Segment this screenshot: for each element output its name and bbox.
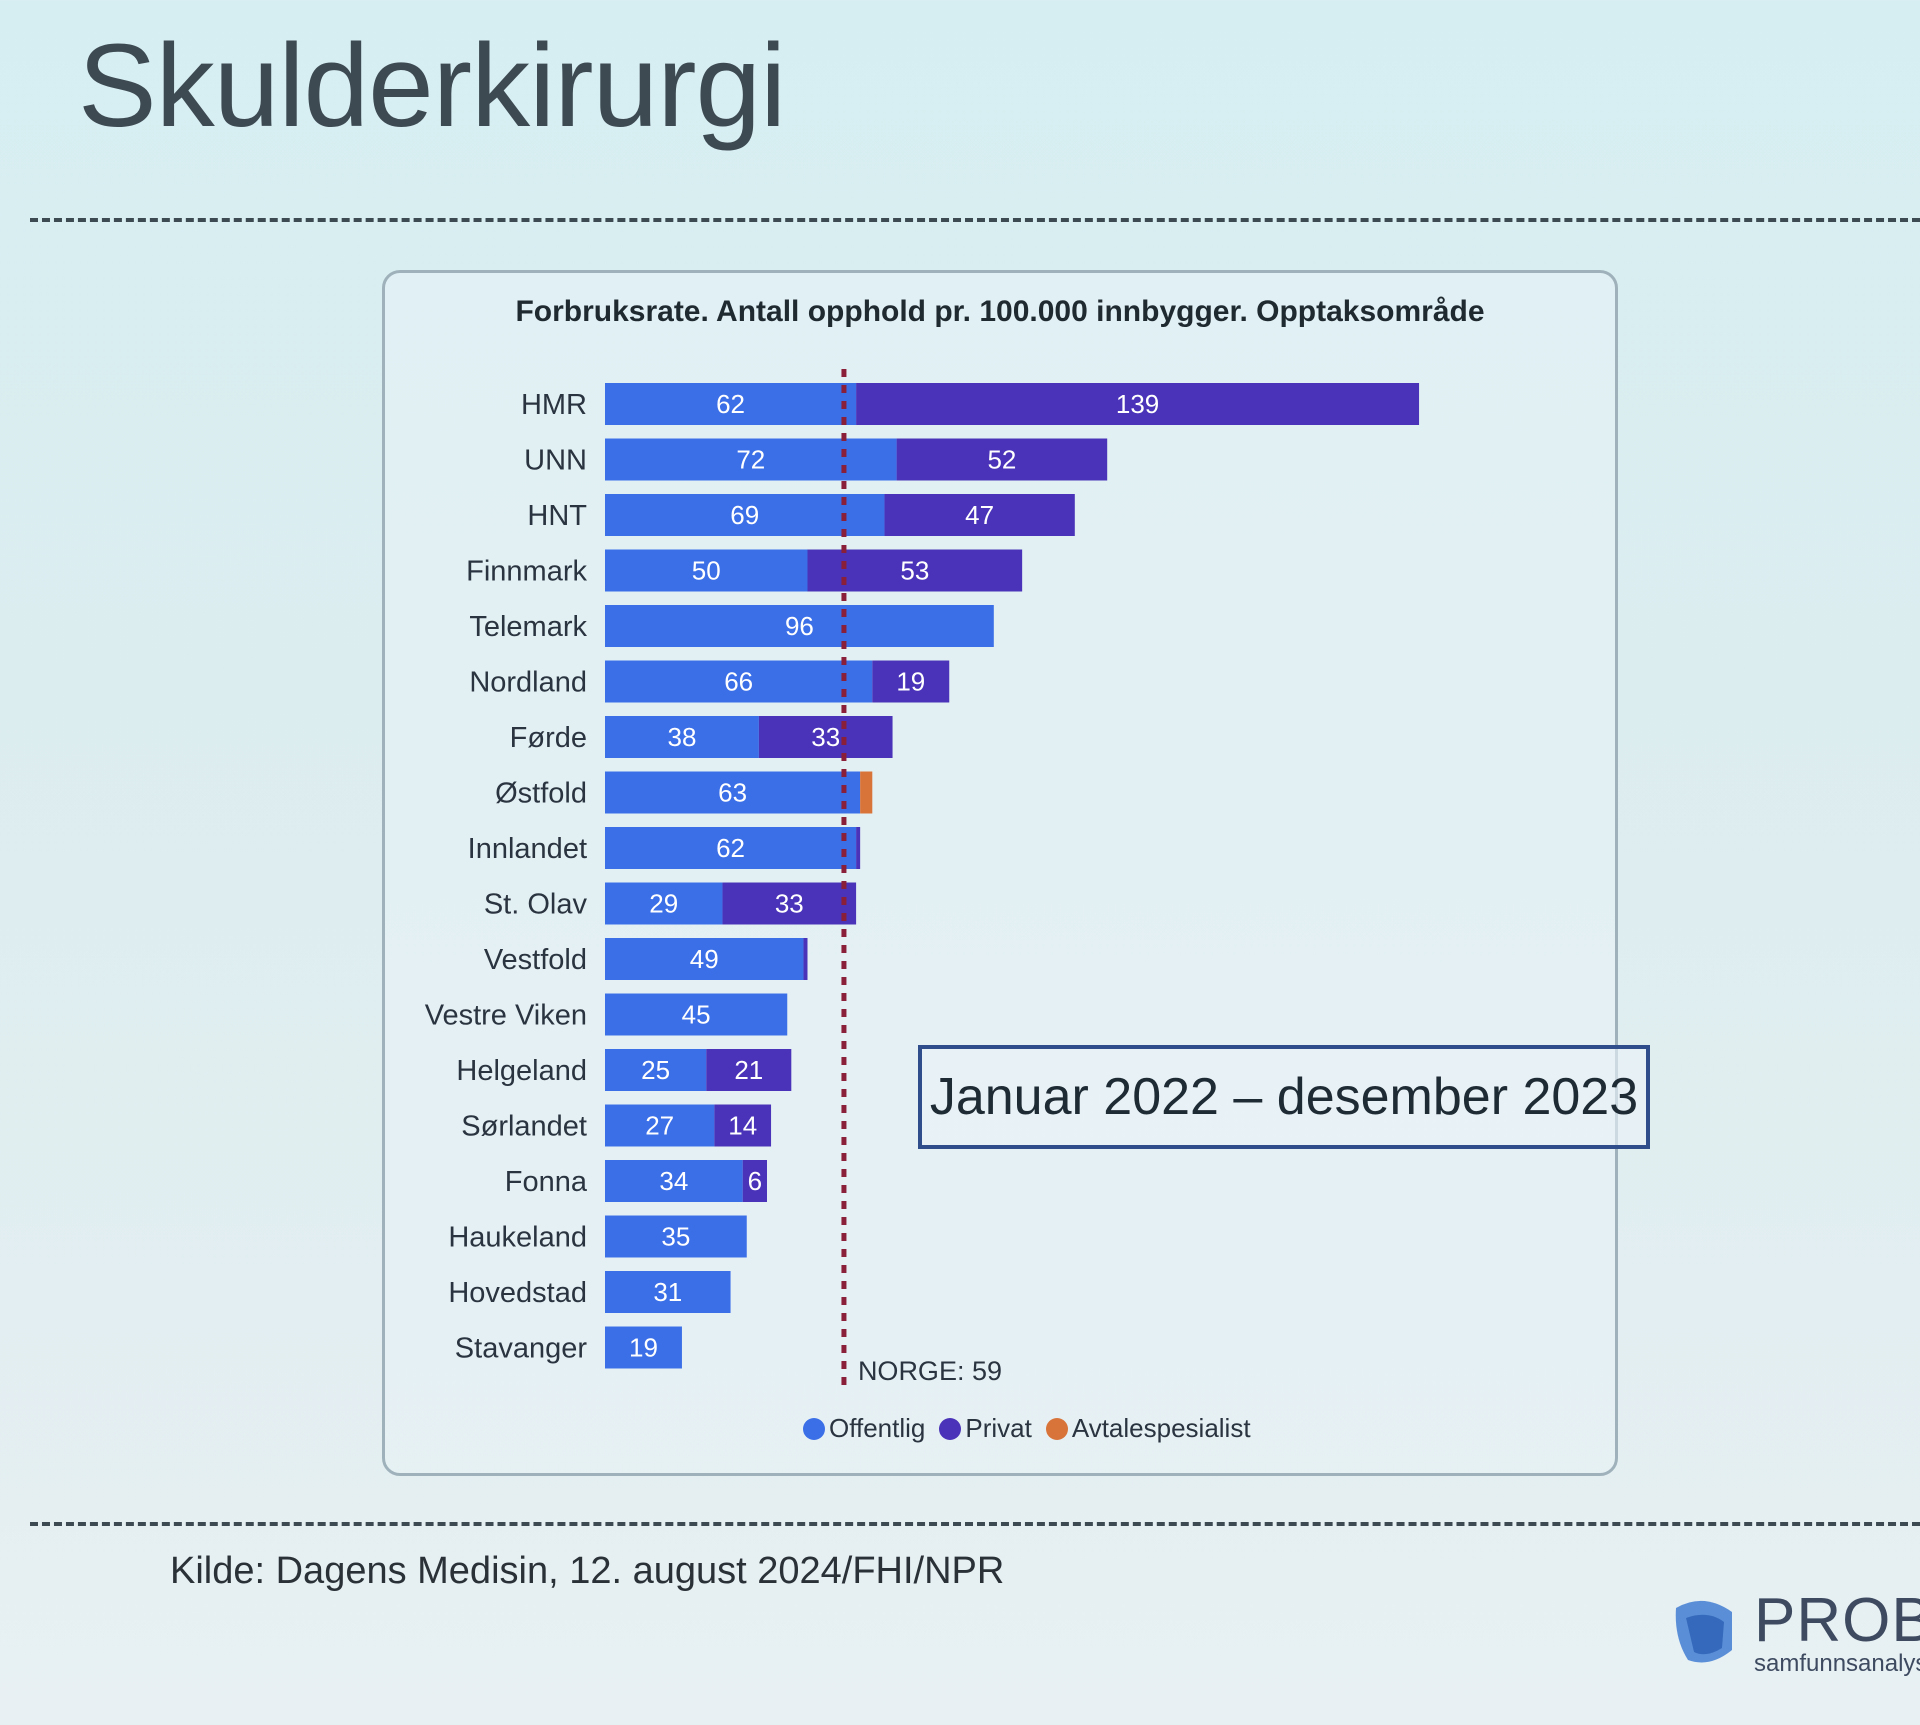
bar-segment-offentlig	[605, 660, 873, 703]
period-box: Januar 2022 – desember 2023	[918, 1045, 1650, 1149]
bar-segment-privat	[803, 938, 808, 980]
category-label: UNN	[524, 445, 587, 477]
bar-segment-offentlig	[605, 383, 857, 425]
legend-swatch-avtalespesialist	[1045, 1417, 1068, 1440]
bar-segment-offentlig	[605, 938, 804, 980]
category-label: Førde	[510, 722, 587, 754]
data-label: 21	[734, 1055, 763, 1085]
bar-segment-privat	[856, 827, 861, 869]
category-label: Vestfold	[484, 944, 587, 976]
data-label: 33	[811, 722, 840, 752]
bar-segment-privat	[896, 438, 1108, 481]
bar-segment-offentlig	[605, 1271, 731, 1313]
bar-segment-privat	[706, 1049, 792, 1091]
category-label: Sørlandet	[461, 1111, 587, 1143]
bar-segment-offentlig	[605, 993, 788, 1036]
chart-legend: Offentlig Privat Avtalespesialist	[803, 1413, 1251, 1444]
data-label: 27	[645, 1111, 674, 1141]
bar-segment-privat	[856, 383, 1420, 425]
bar-segment-offentlig	[605, 605, 994, 647]
bar-segment-offentlig	[605, 494, 885, 536]
proba-logo-icon	[1675, 1600, 1732, 1663]
data-label: 19	[896, 667, 925, 697]
bar-segment-avtalespesialist	[860, 771, 873, 814]
data-label: 19	[629, 1333, 658, 1363]
data-label: 52	[987, 445, 1016, 475]
logo-tagline: samfunnsanalys	[1754, 1650, 1920, 1677]
proba-logo: PROBA samfunnsanalys	[1670, 1590, 1920, 1676]
bar-segment-offentlig	[605, 827, 857, 869]
bar-segment-offentlig	[605, 882, 723, 925]
data-label: 62	[716, 389, 745, 419]
bar-segment-privat	[722, 882, 857, 925]
category-label: Hovedstad	[448, 1277, 587, 1309]
legend-swatch-offentlig	[803, 1417, 825, 1440]
source-note: Kilde: Dagens Medisin, 12. august 2024/F…	[170, 1550, 1005, 1592]
bar-segment-privat	[872, 660, 950, 703]
data-label: 45	[682, 1000, 711, 1030]
category-label: St. Olav	[484, 889, 588, 921]
bottom-divider	[30, 1522, 1920, 1526]
category-label: Fonna	[505, 1166, 588, 1198]
bar-chart: HMR 62 139 UNN 72 52 HNT 69 47 Finnmark 50 53 Telema…	[425, 369, 1420, 1392]
data-label: 50	[692, 556, 721, 586]
data-label: 33	[775, 889, 804, 919]
category-label: Stavanger	[455, 1333, 588, 1365]
data-label: 34	[659, 1166, 688, 1196]
legend-label-offentlig: Offentlig	[829, 1413, 926, 1443]
data-label: 139	[1116, 389, 1159, 419]
data-label: 49	[690, 944, 719, 974]
data-label: 31	[653, 1277, 682, 1307]
category-label: Vestre Viken	[425, 1000, 587, 1032]
data-label: 35	[661, 1222, 690, 1252]
bar-segment-offentlig	[605, 549, 808, 592]
data-label: 66	[724, 667, 753, 697]
legend-swatch-privat	[939, 1417, 962, 1440]
data-label: 25	[641, 1055, 670, 1085]
bar-segment-privat	[742, 1160, 767, 1202]
category-label: Innlandet	[468, 833, 587, 865]
data-label: 96	[785, 611, 814, 641]
legend-item-avtalespesialist: Avtalespesialist	[1045, 1413, 1251, 1444]
bar-segment-privat	[758, 716, 893, 758]
category-label: HNT	[527, 500, 587, 532]
data-label: 6	[748, 1166, 762, 1196]
category-label: Helgeland	[456, 1055, 587, 1087]
bar-segment-offentlig	[605, 716, 759, 758]
bar-segment-offentlig	[605, 1104, 715, 1147]
legend-item-privat: Privat	[939, 1413, 1032, 1444]
category-label: Haukeland	[448, 1222, 587, 1254]
bar-segment-offentlig	[605, 771, 861, 814]
legend-label-privat: Privat	[965, 1413, 1032, 1443]
category-label: Finnmark	[466, 556, 587, 588]
data-label: 38	[667, 722, 696, 752]
bar-segment-offentlig	[605, 1326, 682, 1369]
category-label: Telemark	[469, 611, 587, 643]
data-label: 14	[728, 1111, 757, 1141]
data-label: 47	[965, 500, 994, 530]
logo-name: PROBA	[1754, 1586, 1920, 1655]
data-label: 69	[730, 500, 759, 530]
chart-frame: Forbruksrate. Antall opphold pr. 100.000…	[382, 270, 1618, 1476]
category-label: Østfold	[495, 778, 587, 810]
category-label: HMR	[521, 389, 587, 421]
data-label: 72	[736, 445, 765, 475]
chart-title: Forbruksrate. Antall opphold pr. 100.000…	[515, 295, 1485, 328]
data-label: 53	[900, 556, 929, 586]
bar-segment-offentlig	[605, 1049, 707, 1091]
category-label: Nordland	[469, 667, 587, 699]
bar-segment-privat	[714, 1104, 772, 1147]
bar-segment-offentlig	[605, 438, 897, 481]
bar-segment-privat	[884, 494, 1075, 536]
data-label: 63	[718, 778, 747, 808]
bar-segment-offentlig	[605, 1160, 743, 1202]
legend-item-offentlig: Offentlig	[803, 1413, 925, 1444]
reference-line-label: NORGE: 59	[858, 1356, 1002, 1386]
legend-label-avtalespesialist: Avtalespesialist	[1071, 1413, 1251, 1443]
bar-segment-offentlig	[605, 1215, 747, 1258]
slide-title: Skulderkirurgi	[78, 20, 786, 152]
top-divider	[30, 218, 1920, 222]
data-label: 29	[649, 889, 678, 919]
data-label: 62	[716, 833, 745, 863]
